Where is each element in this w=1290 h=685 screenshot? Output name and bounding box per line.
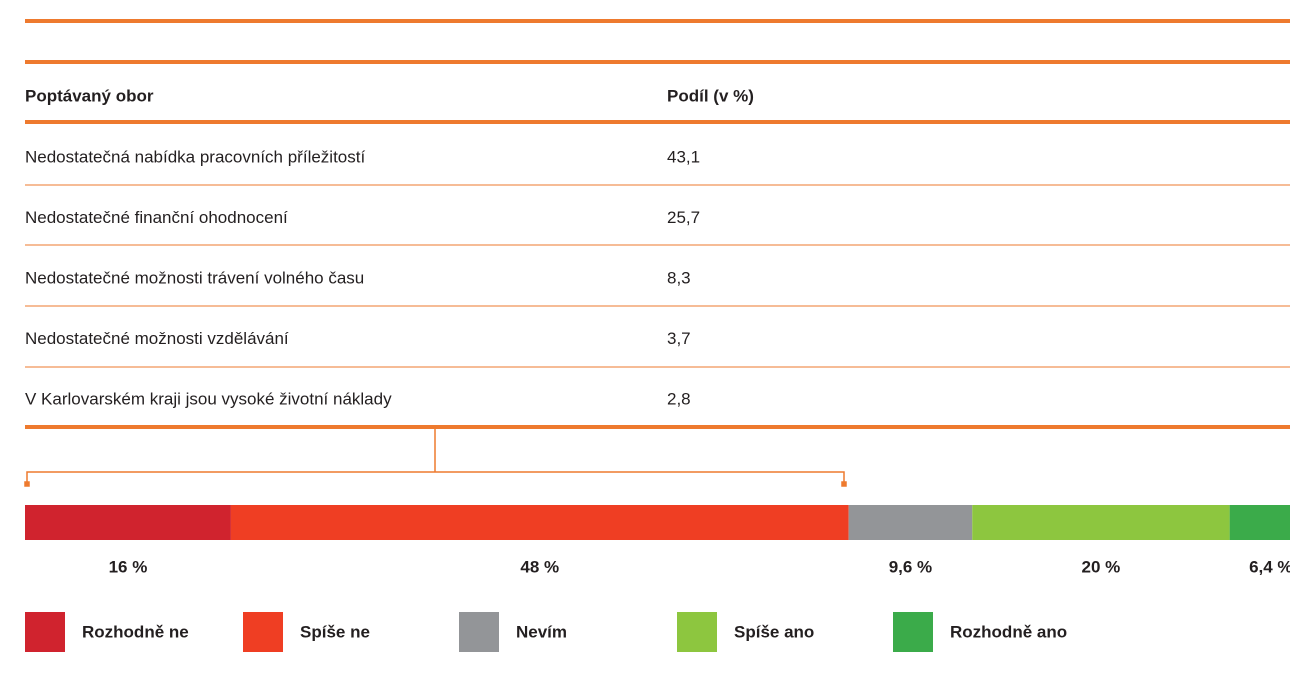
legend-swatch [893, 612, 933, 652]
bar-segment [1229, 505, 1290, 540]
table-header: Podíl (v %) [667, 86, 754, 105]
table-cell: Nedostatečné možnosti trávení volného ča… [25, 268, 364, 287]
table-cell: Nedostatečná nabídka pracovních příležit… [25, 147, 365, 166]
bracket-end [24, 481, 30, 487]
bracket-end [841, 481, 847, 487]
table-cell: V Karlovarském kraji jsou vysoké životní… [25, 389, 392, 408]
table-cell: 8,3 [667, 268, 691, 287]
table-cell: 25,7 [667, 208, 700, 227]
bracket-line [26, 471, 845, 484]
bracket [24, 429, 847, 487]
table-cell: 3,7 [667, 329, 691, 348]
data-label: 9,6 % [889, 557, 932, 576]
table-rules [25, 19, 1290, 429]
bar-segment [972, 505, 1230, 540]
bar-segment [25, 505, 231, 540]
legend-swatch [677, 612, 717, 652]
table-cell: Nedostatečné možnosti vzdělávání [25, 329, 289, 348]
table-cell: Nedostatečné finanční ohodnocení [25, 208, 288, 227]
table-header: Poptávaný obor [25, 86, 154, 105]
bar-segment [230, 505, 849, 540]
data-label: 48 % [520, 557, 559, 576]
legend-label: Spíše ano [734, 622, 814, 641]
legend-label: Rozhodně ano [950, 622, 1067, 641]
bar-segment [848, 505, 973, 540]
legend-swatch [459, 612, 499, 652]
legend-swatch [25, 612, 65, 652]
legend-label: Spíše ne [300, 622, 370, 641]
data-label: 20 % [1082, 557, 1121, 576]
legend-label: Nevím [516, 622, 567, 641]
legend-swatch [243, 612, 283, 652]
legend-label: Rozhodně ne [82, 622, 189, 641]
table-cell: 43,1 [667, 147, 700, 166]
table-cell: 2,8 [667, 389, 691, 408]
data-label: 6,4 % [1249, 557, 1290, 576]
data-label: 16 % [109, 557, 148, 576]
